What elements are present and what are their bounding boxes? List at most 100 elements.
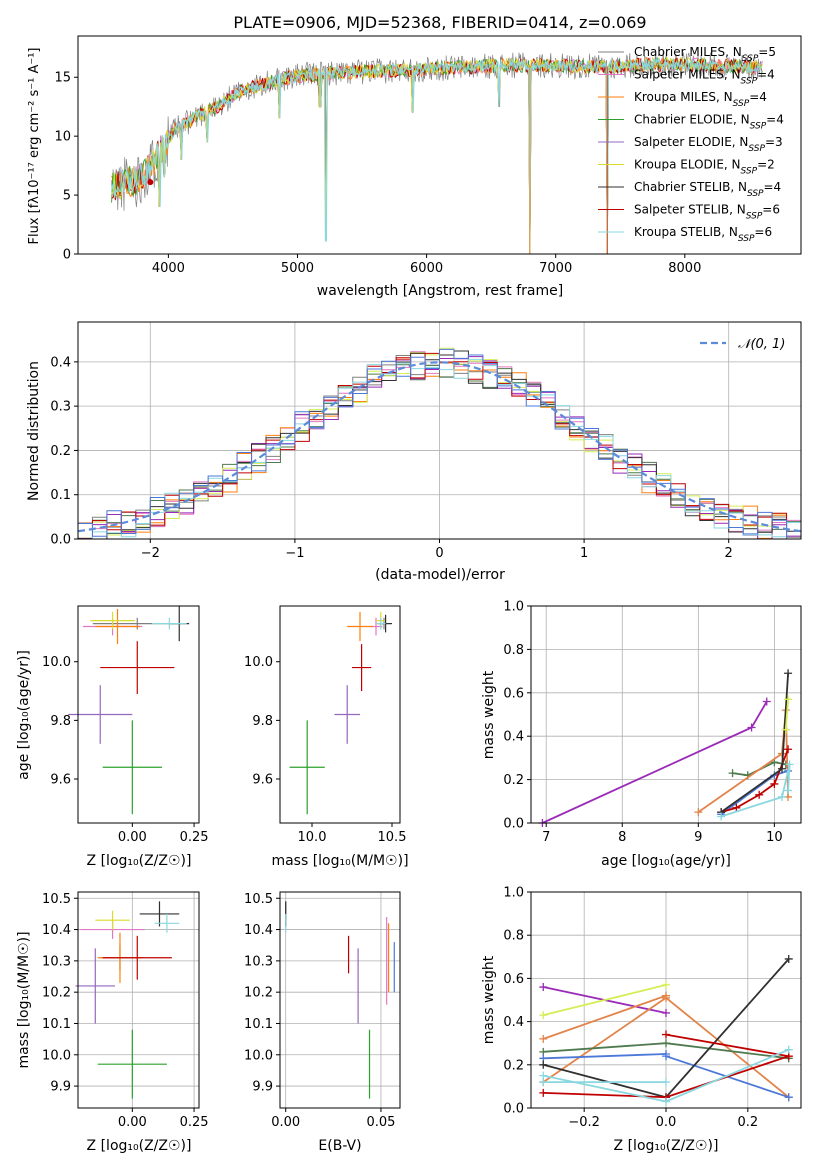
mass-weight-vs-age-marker <box>777 764 786 773</box>
mass-weight-vs-age-panel: 7 8 9 10 0.0 0.2 0.4 0.6 0.8 1.0 age [log₁₀(age/y… <box>481 600 802 869</box>
plot-frame <box>279 605 401 824</box>
spectrum-legend: Chabrier MILES, NSSP=5 Salpeter MILES, NS… <box>598 45 784 244</box>
mass-weight-vs-age-marker <box>728 769 737 778</box>
age-vs-metallicity-panel: 0.00 0.25 9.6 9.8 10.0 Z [log₁₀(Z/Z☉)] age [… <box>16 605 209 869</box>
x-tick-label: 7000 <box>539 261 572 276</box>
mass-weight-vs-metallicity-marker <box>539 1011 548 1020</box>
y-tick-label: 10.5 <box>42 892 71 907</box>
mass-weight-vs-metallicity-marker <box>784 1093 793 1102</box>
x-tick-label: 8 <box>618 830 626 845</box>
residual-histogram-step <box>78 348 801 539</box>
residual-legend: 𝒩(0, 1) <box>700 337 785 352</box>
mass-weight-vs-metallicity-marker <box>662 980 670 989</box>
y-tick-label: 9.8 <box>50 714 71 729</box>
y-tick-label: 0.0 <box>503 1102 524 1117</box>
mass-weight-vs-age-line <box>784 699 789 730</box>
age-vs-metallicity-ylabel: age [log₁₀(age/yr)] <box>16 650 32 780</box>
y-tick-label: 10.4 <box>244 923 273 938</box>
residual-xlabel: (data-model)/error <box>375 567 505 583</box>
age-vs-metallicity-xlabel: Z [log₁₀(Z/Z☉)] <box>87 853 192 869</box>
spectrum-model-line <box>111 57 763 254</box>
mass-weight-vs-age-marker <box>784 786 793 795</box>
y-tick-label: 10 <box>54 130 71 145</box>
age-vs-metallicity-marks <box>68 606 190 815</box>
age-vs-mass-marks <box>289 611 392 815</box>
plot-frame <box>77 35 802 255</box>
mass-weight-vs-metallicity-line <box>543 994 667 1040</box>
mass-weight-vs-age-marker <box>770 779 779 788</box>
plot-frame <box>279 891 401 1109</box>
residual-axes: −2 −1 0 1 2 0.0 0.1 0.2 0.3 0.4 <box>50 321 802 561</box>
residual-marks <box>78 347 801 539</box>
y-tick-label: 10.2 <box>244 986 273 1001</box>
mass-weight-vs-metallicity-line <box>665 1033 789 1058</box>
x-tick-label: 9 <box>694 830 702 845</box>
mass-vs-metallicity-panel: 0.00 0.25 9.9 10.0 10.1 10.2 10.3 10.4 10.5 Z [l… <box>16 891 209 1154</box>
mass-weight-vs-metallicity-line <box>543 1053 667 1060</box>
y-tick-label: 0.8 <box>503 929 524 944</box>
legend-label: Salpeter MILES, NSSP=4 <box>634 68 775 87</box>
mass-vs-extinction-marks <box>285 901 395 1099</box>
y-tick-label: 10.0 <box>244 1048 273 1063</box>
mass-vs-metallicity-xlabel: Z [log₁₀(Z/Z☉)] <box>87 1138 192 1154</box>
mass-vs-extinction-grid <box>280 892 400 1108</box>
x-tick-label: 10 <box>766 830 783 845</box>
y-tick-label: 0.8 <box>503 643 524 658</box>
mass-weight-vs-metallicity-ylabel: mass weight <box>481 955 497 1044</box>
mass-weight-vs-metallicity-marker <box>662 1008 670 1017</box>
legend-label: 𝒩(0, 1) <box>738 337 785 352</box>
y-tick-label: 0.1 <box>50 488 71 503</box>
mass-vs-extinction-panel: 0.00 0.05 9.9 10.0 10.1 10.2 10.3 10.4 10.5 E(B-… <box>244 891 401 1154</box>
x-tick-label: 0.00 <box>118 830 147 845</box>
legend-label: Kroupa STELIB, NSSP=6 <box>634 225 772 244</box>
legend-label: Salpeter ELODIE, NSSP=3 <box>634 135 783 154</box>
legend-label: Kroupa ELODIE, NSSP=2 <box>634 158 775 177</box>
mass-weight-vs-metallicity-marker <box>784 1045 793 1054</box>
mass-vs-metallicity-ylabel: mass [log₁₀(M/M☉)] <box>16 931 32 1068</box>
mass-weight-vs-metallicity-marker <box>539 1060 548 1069</box>
figure-title: PLATE=0906, MJD=52368, FIBERID=0414, z=0… <box>233 13 646 32</box>
mass-weight-vs-metallicity-axes: −0.2 0.0 0.2 0.0 0.2 0.4 0.6 0.8 1.0 <box>503 886 802 1130</box>
mass-weight-vs-metallicity-marker <box>539 1078 548 1087</box>
y-tick-label: 10.2 <box>42 986 71 1001</box>
age-vs-mass-axes: 10.0 10.5 9.6 9.8 10.0 <box>244 605 407 845</box>
x-tick-label: −1 <box>285 546 304 561</box>
residual-histogram-panel: −2 −1 0 1 2 0.0 0.1 0.2 0.3 0.4 (data-model)/erro… <box>26 321 802 583</box>
mass-weight-vs-metallicity-marker <box>539 1088 548 1097</box>
mass-weight-vs-metallicity-xlabel: Z [log₁₀(Z/Z☉)] <box>614 1138 719 1154</box>
x-tick-label: 7 <box>542 830 550 845</box>
y-tick-label: 0.6 <box>503 972 524 987</box>
y-tick-label: 0.4 <box>503 730 524 745</box>
y-tick-label: 10.3 <box>244 954 273 969</box>
x-tick-label: 0.0 <box>656 1115 677 1130</box>
spectrum-marker <box>147 179 154 186</box>
mass-weight-vs-age-marker <box>762 697 771 706</box>
age-vs-metallicity-axes: 0.00 0.25 9.6 9.8 10.0 <box>42 605 209 845</box>
y-tick-label: 0.4 <box>50 355 71 370</box>
y-tick-label: 0.2 <box>503 773 524 788</box>
mass-weight-vs-metallicity-marker <box>662 1052 670 1061</box>
y-tick-label: 0.2 <box>503 1058 524 1073</box>
y-tick-label: 5 <box>63 189 71 204</box>
mass-weight-vs-metallicity-marks <box>539 954 793 1106</box>
y-tick-label: 15 <box>54 71 71 86</box>
x-tick-label: −2 <box>141 546 160 561</box>
y-tick-label: 1.0 <box>503 600 524 615</box>
y-tick-label: 10.5 <box>244 892 273 907</box>
mass-weight-vs-age-marker <box>694 808 703 817</box>
mass-weight-vs-age-marker <box>784 669 793 678</box>
mass-weight-vs-metallicity-marker <box>662 991 670 1000</box>
x-tick-label: 10.0 <box>298 830 327 845</box>
mass-weight-vs-metallicity-line <box>543 984 667 1016</box>
y-tick-label: 0.3 <box>50 400 71 415</box>
normal-reference-curve <box>78 361 801 533</box>
x-tick-label: 10.5 <box>378 830 407 845</box>
plot-frame <box>77 605 200 824</box>
x-tick-label: 0.2 <box>737 1115 758 1130</box>
spectrum-xlabel: wavelength [Angstrom, rest frame] <box>317 283 563 299</box>
mass-weight-vs-age-ylabel: mass weight <box>481 670 497 759</box>
mass-weight-vs-age-xlabel: age [log₁₀(age/yr)] <box>601 853 731 869</box>
mass-weight-vs-age-marks <box>538 669 794 827</box>
